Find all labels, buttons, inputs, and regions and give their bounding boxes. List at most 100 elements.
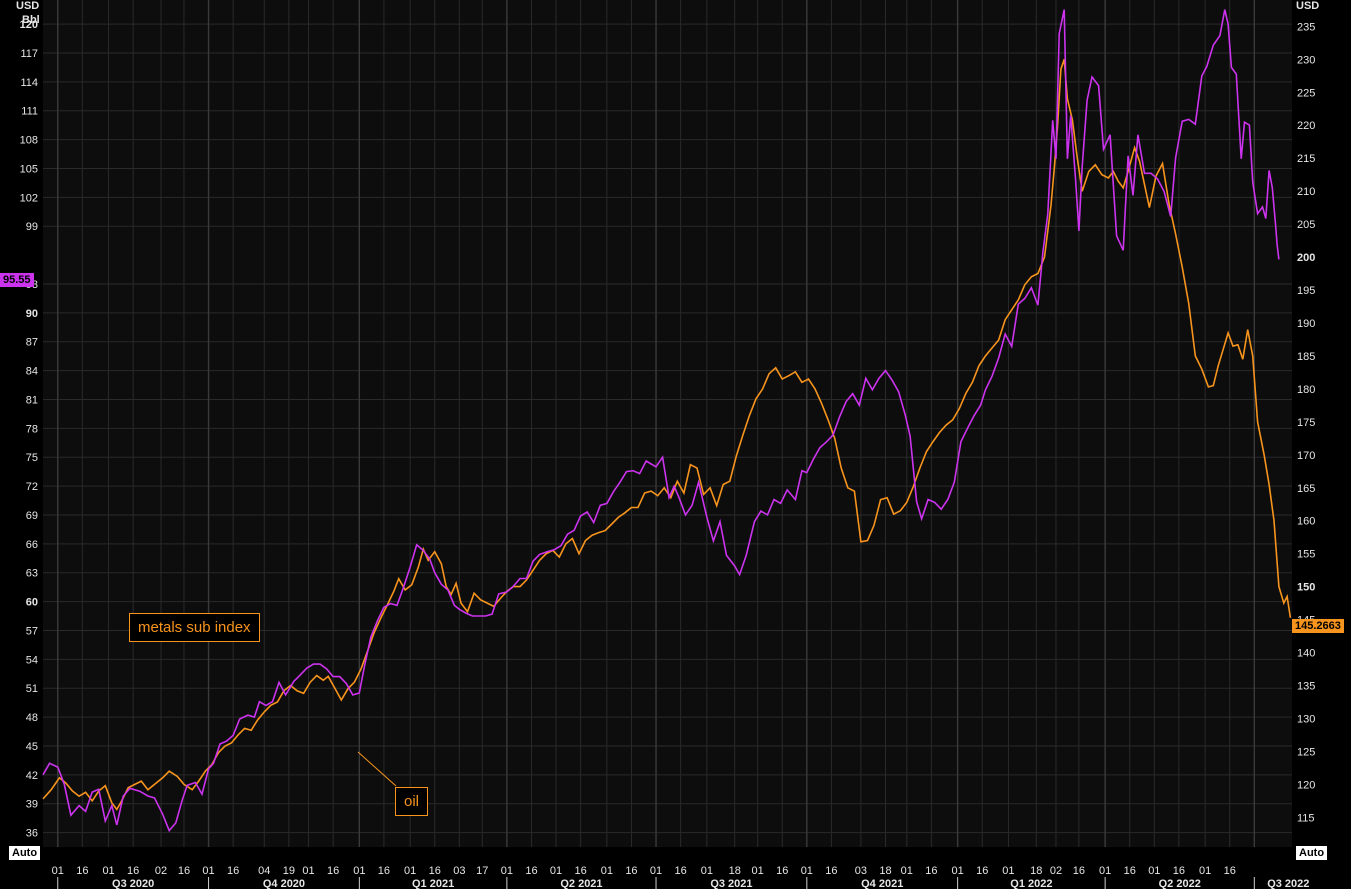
right-axis-tick-label: 190: [1297, 318, 1315, 330]
left-axis-tick-label: 117: [20, 48, 38, 60]
left-axis-tick-label: 87: [26, 337, 38, 349]
left-axis-tick-label: 108: [20, 135, 38, 147]
series-line-metals: [42, 59, 1292, 811]
left-axis-tick-label: 51: [26, 683, 38, 695]
right-axis-auto-button[interactable]: Auto: [1296, 846, 1328, 860]
x-axis-tick-label: 16: [178, 865, 190, 877]
left-axis-tick-label: 69: [26, 510, 38, 522]
x-axis-quarter-label: Q4 2020: [263, 878, 305, 889]
left-axis-tick-label: 39: [26, 799, 38, 811]
x-axis-tick-label: 01: [202, 865, 214, 877]
left-axis-tick-label: 90: [26, 308, 38, 320]
left-axis-tick-label: 78: [26, 423, 38, 435]
x-axis-tick-label: 01: [701, 865, 713, 877]
right-axis-tick-label: 115: [1297, 812, 1315, 824]
right-axis-tick-label: 235: [1297, 21, 1315, 33]
x-axis-tick-label: 17: [476, 865, 488, 877]
right-axis-tick-label: 225: [1297, 87, 1315, 99]
x-axis-tick-label: 16: [378, 865, 390, 877]
x-axis-tick-label: 01: [302, 865, 314, 877]
right-axis-tick-label: 230: [1297, 54, 1315, 66]
left-axis-tick-label: 105: [20, 163, 38, 175]
x-axis-tick-label: 01: [1099, 865, 1111, 877]
x-axis-tick-label: 16: [1173, 865, 1185, 877]
x-axis-quarter-label: Q2 2021: [560, 878, 602, 889]
x-axis-tick-label: 18: [729, 865, 741, 877]
oil-annotation-leader: [357, 751, 397, 787]
x-axis-tick-label: 16: [625, 865, 637, 877]
right-axis-ticks: 1151201251301351401451501551601651701751…: [1297, 21, 1315, 824]
x-axis-tick-label: 16: [976, 865, 988, 877]
left-axis-unit-top: USD: [16, 0, 39, 12]
x-axis-tick-label: 03: [453, 865, 465, 877]
left-axis-auto-button[interactable]: Auto: [9, 846, 41, 860]
right-axis-tick-label: 120: [1297, 779, 1315, 791]
x-axis-quarter-label: Q1 2021: [412, 878, 454, 889]
x-axis-tick-label: 01: [601, 865, 613, 877]
x-axis-tick-label: 16: [127, 865, 139, 877]
x-axis-tick-label: 01: [550, 865, 562, 877]
left-axis-tick-label: 60: [26, 597, 38, 609]
x-axis-tick-label: 16: [1224, 865, 1236, 877]
x-axis-tick-label: 02: [155, 865, 167, 877]
right-axis-tick-label: 215: [1297, 153, 1315, 165]
x-axis-tick-label: 01: [801, 865, 813, 877]
right-axis-tick-label: 140: [1297, 648, 1315, 660]
left-axis-tick-label: 48: [26, 712, 38, 724]
right-axis-tick-label: 135: [1297, 681, 1315, 693]
left-axis-tick-label: 36: [26, 828, 38, 840]
left-axis-tick-label: 84: [26, 366, 38, 378]
x-axis-tick-label: 01: [951, 865, 963, 877]
right-axis-tick-label: 210: [1297, 186, 1315, 198]
x-axis-tick-label: 16: [776, 865, 788, 877]
x-axis-quarter-label: Q4 2021: [861, 878, 903, 889]
x-axis-tick-label: 04: [258, 865, 270, 877]
left-axis-tick-label: 63: [26, 568, 38, 580]
left-axis-tick-label: 111: [21, 106, 38, 118]
x-axis-tick-label: 02: [1050, 865, 1062, 877]
x-axis-tick-label: 16: [227, 865, 239, 877]
right-axis-tick-label: 220: [1297, 120, 1315, 132]
right-axis-unit: USD: [1296, 0, 1319, 12]
x-axis-tick-label: 16: [925, 865, 937, 877]
right-axis-tick-label: 165: [1297, 483, 1315, 495]
x-axis-tick-label: 18: [879, 865, 891, 877]
left-axis-tick-label: 99: [26, 221, 38, 233]
x-axis-ticks: 01 16 01 16 02 16 01 16 04 19 01 16 01 16 01 16 03 17 01 16…: [52, 865, 1236, 877]
right-axis-tick-label: 160: [1297, 516, 1315, 528]
left-axis-tick-label: 72: [26, 481, 38, 493]
oil-last-value-tag: 95.55: [0, 273, 34, 287]
series-line-oil: [42, 9, 1280, 833]
x-axis-tick-label: 16: [575, 865, 587, 877]
x-axis-tick-label: 03: [855, 865, 867, 877]
x-axis-tick-label: 01: [1199, 865, 1211, 877]
x-axis-tick-label: 16: [1073, 865, 1085, 877]
x-axis-tick-label: 01: [52, 865, 64, 877]
x-axis-tick-label: 01: [1002, 865, 1014, 877]
x-axis-tick-label: 16: [76, 865, 88, 877]
x-axis-tick-label: 16: [429, 865, 441, 877]
right-axis-tick-label: 195: [1297, 285, 1315, 297]
right-axis-tick-label: 180: [1297, 384, 1315, 396]
x-axis-tick-label: 16: [525, 865, 537, 877]
x-axis-tick-label: 16: [1124, 865, 1136, 877]
x-axis-tick-label: 01: [102, 865, 114, 877]
right-axis-tick-label: 200: [1297, 252, 1315, 264]
x-axis-tick-label: 19: [283, 865, 295, 877]
right-axis-tick-label: 175: [1297, 417, 1315, 429]
grid-lines: [43, 0, 1292, 847]
right-axis-tick-label: 125: [1297, 746, 1315, 758]
left-axis-tick-label: 81: [26, 394, 38, 406]
x-axis-quarter-label: Q2 2022: [1159, 878, 1201, 889]
left-axis-tick-label: 66: [26, 539, 38, 551]
x-axis-tick-label: 16: [825, 865, 837, 877]
x-axis-quarter-label: Q3 2021: [710, 878, 752, 889]
left-axis-tick-label: 42: [26, 770, 38, 782]
x-axis-tick-label: 18: [1030, 865, 1042, 877]
x-axis-quarter-label: Q1 2022: [1010, 878, 1052, 889]
right-axis-tick-label: 185: [1297, 351, 1315, 363]
metals-annotation-label: metals sub index: [129, 613, 260, 642]
x-axis-quarter-label: Q3 2020: [112, 878, 154, 889]
left-axis-tick-label: 57: [26, 625, 38, 637]
